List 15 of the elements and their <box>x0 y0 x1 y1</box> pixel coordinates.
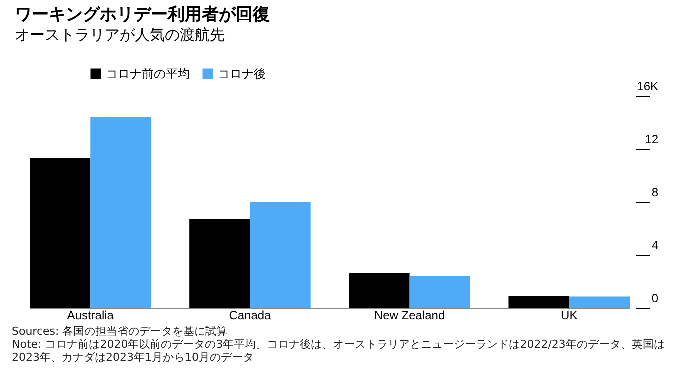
legend-label: コロナ後 <box>218 67 266 81</box>
legend-label: コロナ前の平均 <box>106 67 190 81</box>
y-tick-label: 8 <box>652 186 659 200</box>
y-tick-label: 0 <box>652 292 659 306</box>
text: Note: コロナ前は2020年以前のデータの3年平均。コロナ後は、オーストラリアとニュージーランドは2022/23年のデータ、英国は2023年、カナダは2023年1月から10月のデータ <box>12 338 666 364</box>
x-tick-label: New Zealand <box>374 308 446 322</box>
y-tick-label: 4 <box>652 238 659 252</box>
y-tick-label: 12 <box>645 132 659 146</box>
x-tick-label: Australia <box>67 308 114 322</box>
chart-subtitle: オーストラリアが人気の渡航先 <box>15 26 225 44</box>
chart-title: ワーキングホリデー利用者が回復 <box>15 5 270 25</box>
x-tick-label: Canada <box>229 308 272 322</box>
source-note: Sources: 各国の担当省のデータを基に試算 <box>12 325 229 338</box>
y-tick-label: 16K <box>637 80 658 94</box>
x-tick-label: UK <box>561 308 578 322</box>
